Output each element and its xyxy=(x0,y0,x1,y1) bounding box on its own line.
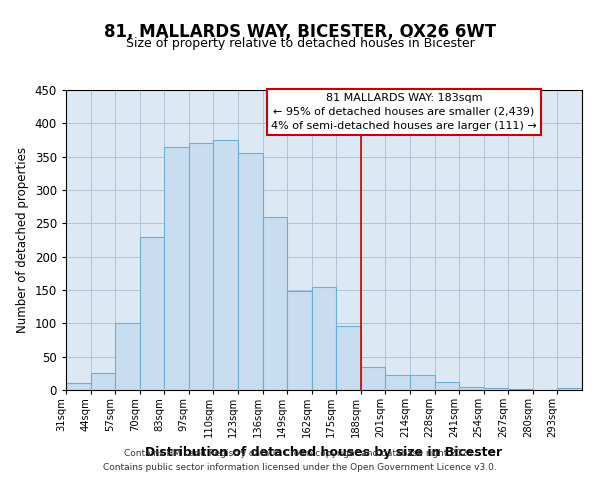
Bar xyxy=(361,366,385,390)
Text: 81, MALLARDS WAY, BICESTER, OX26 6WT: 81, MALLARDS WAY, BICESTER, OX26 6WT xyxy=(104,22,496,40)
Text: Size of property relative to detached houses in Bicester: Size of property relative to detached ho… xyxy=(125,38,475,51)
Y-axis label: Number of detached properties: Number of detached properties xyxy=(16,147,29,333)
Text: Contains HM Land Registry data © Crown copyright and database right 2024.: Contains HM Land Registry data © Crown c… xyxy=(124,448,476,458)
Bar xyxy=(115,324,140,390)
Bar xyxy=(484,388,508,390)
Text: Contains public sector information licensed under the Open Government Licence v3: Contains public sector information licen… xyxy=(103,464,497,472)
Bar xyxy=(459,386,484,390)
Bar xyxy=(164,146,189,390)
X-axis label: Distribution of detached houses by size in Bicester: Distribution of detached houses by size … xyxy=(145,446,503,458)
Bar xyxy=(189,144,214,390)
Bar xyxy=(238,154,263,390)
Bar xyxy=(434,382,459,390)
Bar xyxy=(557,388,582,390)
Bar xyxy=(385,376,410,390)
Bar xyxy=(312,286,336,390)
Bar xyxy=(140,236,164,390)
Bar xyxy=(263,216,287,390)
Bar xyxy=(214,140,238,390)
Bar xyxy=(91,372,115,390)
Bar xyxy=(410,376,434,390)
Bar xyxy=(287,292,312,390)
Text: 81 MALLARDS WAY: 183sqm
← 95% of detached houses are smaller (2,439)
4% of semi-: 81 MALLARDS WAY: 183sqm ← 95% of detache… xyxy=(271,93,537,131)
Bar xyxy=(66,384,91,390)
Bar xyxy=(336,326,361,390)
